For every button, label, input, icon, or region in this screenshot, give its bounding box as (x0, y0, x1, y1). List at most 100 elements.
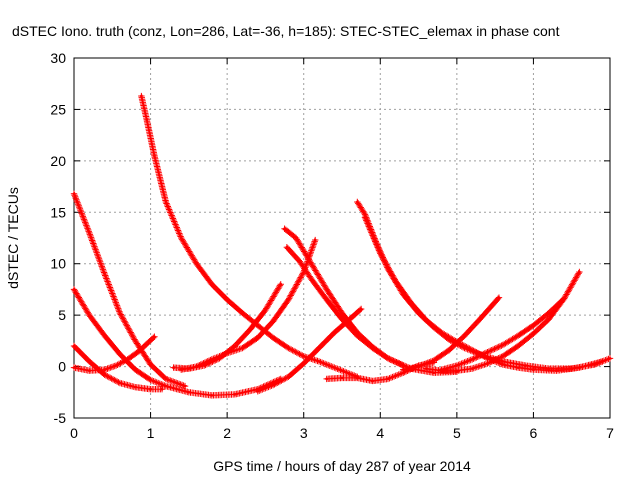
data-point (486, 350, 489, 354)
data-point (317, 360, 321, 363)
data-point (440, 368, 443, 372)
data-point (287, 346, 290, 350)
data-point (133, 339, 137, 343)
data-point (183, 384, 187, 388)
data-point (103, 334, 107, 338)
data-point (133, 385, 137, 389)
y-tick-label: 0 (58, 359, 66, 375)
data-point (302, 362, 306, 365)
y-tick-label: 30 (50, 50, 66, 66)
data-point (287, 298, 290, 302)
data-point (179, 236, 183, 240)
data-point (501, 343, 505, 347)
data-point (501, 363, 505, 366)
data-point (114, 364, 118, 367)
data-point (409, 301, 413, 305)
data-point (463, 334, 466, 338)
series-markers (423, 268, 583, 374)
data-point (309, 277, 313, 281)
data-point (313, 238, 317, 242)
data-point (355, 376, 359, 380)
data-point (298, 260, 302, 264)
data-point (470, 348, 474, 352)
series-arc-16 (438, 295, 568, 373)
data-point (600, 360, 604, 363)
data-point (547, 311, 551, 315)
data-point (72, 288, 76, 291)
data-point (371, 346, 375, 350)
data-point (72, 192, 76, 196)
data-point (309, 262, 313, 266)
data-point (424, 318, 428, 322)
data-point (401, 368, 405, 372)
data-point (359, 307, 363, 311)
data-point (516, 334, 520, 338)
data-point (137, 349, 141, 353)
data-point (149, 387, 152, 391)
y-tick-label: 5 (58, 307, 66, 323)
data-point (126, 357, 129, 361)
data-point (577, 366, 581, 369)
data-point (325, 377, 329, 381)
data-point (294, 236, 298, 240)
data-point (139, 94, 143, 98)
data-point (363, 216, 367, 219)
data-point (470, 367, 474, 371)
data-point (264, 308, 267, 312)
data-point (179, 368, 183, 372)
data-point (287, 375, 290, 379)
y-tick-label: 20 (50, 153, 66, 169)
data-point (608, 356, 612, 360)
data-point (340, 369, 344, 373)
data-point (118, 352, 122, 356)
data-point (516, 366, 520, 369)
data-point (455, 364, 459, 367)
data-point (478, 317, 482, 321)
data-point (325, 298, 329, 302)
data-point (516, 344, 520, 348)
x-tick-label: 1 (147, 425, 155, 441)
chart-title: dSTEC Iono. truth (conz, Lon=286, Lat=-3… (12, 23, 560, 39)
data-point (87, 313, 91, 317)
data-point (317, 346, 321, 350)
y-axis-label: dSTEC / TECUs (5, 187, 21, 289)
data-point (256, 336, 260, 340)
series-arc-14 (400, 294, 503, 373)
data-point (195, 262, 198, 266)
data-point (233, 392, 237, 396)
data-point (547, 317, 551, 321)
data-point (103, 272, 107, 276)
series-arc-9 (281, 225, 407, 369)
data-point (532, 324, 535, 327)
data-point (153, 335, 156, 339)
data-point (332, 331, 336, 335)
y-tick-label: 10 (50, 256, 66, 272)
data-point (302, 354, 306, 358)
data-point (149, 363, 152, 366)
data-point (225, 351, 229, 355)
data-point (103, 368, 107, 372)
x-tick-label: 4 (376, 425, 384, 441)
data-point (164, 200, 168, 204)
data-point (355, 200, 359, 204)
series-markers (354, 198, 614, 372)
data-point (562, 297, 566, 301)
data-point (532, 368, 535, 372)
data-point (470, 357, 474, 361)
data-point (501, 354, 505, 358)
data-point (210, 393, 214, 397)
data-point (486, 362, 489, 365)
data-point (118, 381, 122, 385)
data-marks (70, 92, 614, 399)
data-point (164, 384, 168, 388)
data-point (340, 376, 344, 380)
data-point (340, 311, 344, 315)
data-point (424, 367, 428, 371)
series-arc-2 (70, 286, 284, 399)
x-tick-label: 5 (453, 425, 461, 441)
data-point (577, 270, 581, 274)
data-point (187, 390, 191, 394)
y-tick-label: 25 (50, 101, 66, 117)
data-point (172, 366, 175, 369)
